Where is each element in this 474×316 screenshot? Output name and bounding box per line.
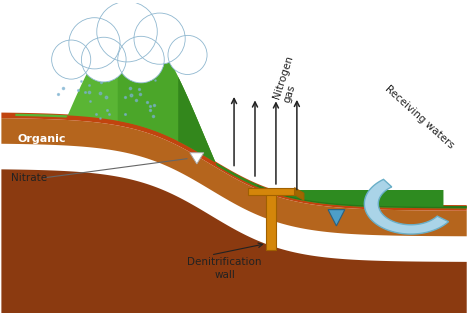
Polygon shape [1, 169, 467, 313]
Circle shape [97, 1, 157, 62]
Circle shape [118, 36, 164, 83]
Circle shape [52, 40, 91, 79]
Circle shape [134, 13, 185, 64]
Polygon shape [328, 210, 345, 226]
Polygon shape [190, 153, 204, 164]
Polygon shape [294, 188, 304, 200]
Text: Nitrate: Nitrate [11, 173, 47, 183]
Circle shape [118, 36, 164, 83]
Circle shape [134, 13, 185, 64]
Polygon shape [248, 188, 294, 195]
Circle shape [82, 37, 126, 82]
Circle shape [97, 1, 157, 62]
Polygon shape [271, 190, 444, 207]
Circle shape [82, 37, 126, 82]
Text: Denitrification
wall: Denitrification wall [188, 257, 262, 280]
Circle shape [168, 35, 207, 75]
Polygon shape [365, 179, 448, 234]
Polygon shape [118, 25, 257, 187]
Circle shape [69, 18, 120, 69]
Circle shape [69, 18, 120, 69]
Text: Receiving waters: Receiving waters [383, 83, 456, 150]
Polygon shape [178, 77, 467, 208]
Polygon shape [1, 118, 467, 236]
Polygon shape [1, 112, 467, 211]
Polygon shape [15, 25, 467, 208]
Text: Nitrogen
gas: Nitrogen gas [271, 54, 306, 104]
Circle shape [52, 40, 91, 79]
Circle shape [168, 35, 207, 75]
Text: Organic
nitrogen: Organic nitrogen [18, 134, 71, 157]
Polygon shape [266, 189, 276, 251]
